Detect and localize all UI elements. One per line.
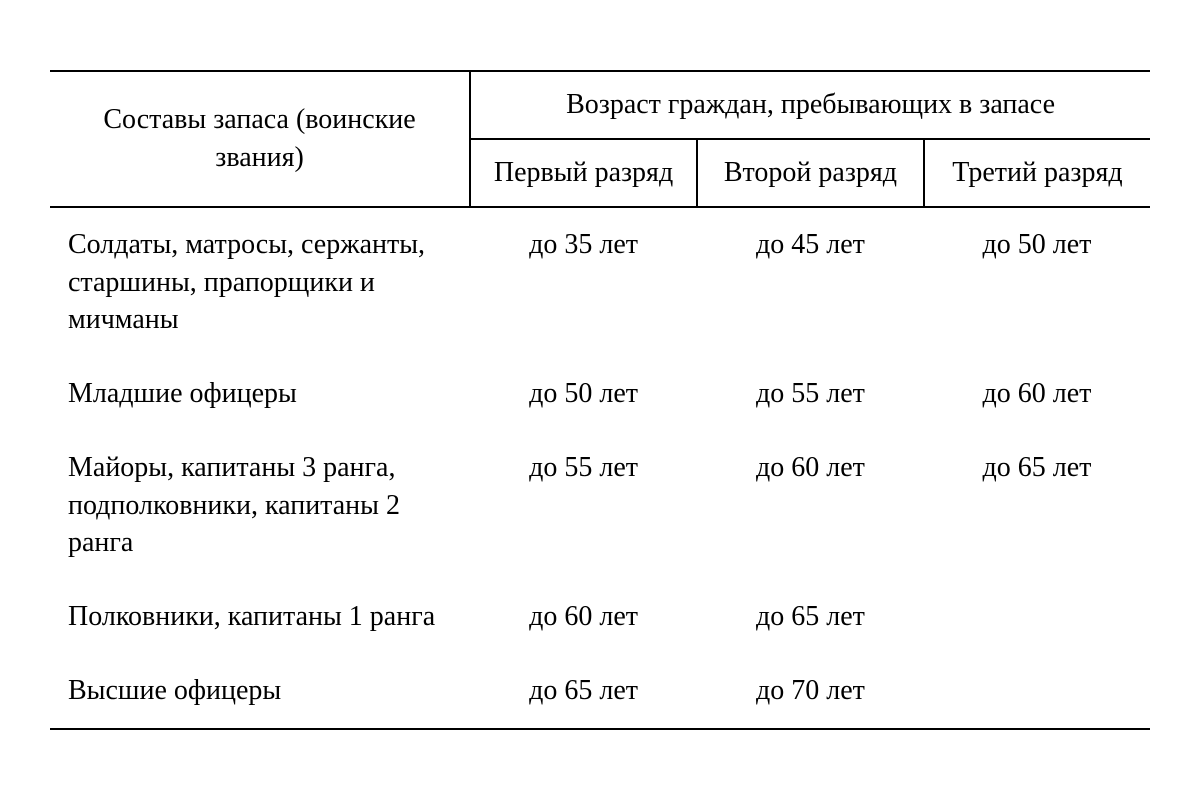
table-row: Высшие офицеры до 65 лет до 70 лет [50,654,1150,729]
header-third-category: Третий разряд [924,139,1150,207]
header-second-category: Второй разряд [697,139,924,207]
cell-second: до 60 лет [697,431,924,580]
header-first-category: Первый разряд [470,139,697,207]
reserve-age-table: Составы запаса (воинские звания) Возраст… [50,70,1150,730]
cell-third [924,654,1150,729]
table-row: Младшие офицеры до 50 лет до 55 лет до 6… [50,357,1150,431]
cell-second: до 65 лет [697,580,924,654]
cell-third [924,580,1150,654]
cell-third: до 50 лет [924,207,1150,357]
cell-second: до 55 лет [697,357,924,431]
cell-second: до 70 лет [697,654,924,729]
table-header-row-1: Составы запаса (воинские звания) Возраст… [50,71,1150,139]
cell-third: до 65 лет [924,431,1150,580]
cell-rank: Младшие офицеры [50,357,470,431]
header-age-group: Возраст граждан, пребывающих в запасе [470,71,1150,139]
header-rank-composition: Составы запаса (воинские звания) [50,71,470,207]
cell-first: до 50 лет [470,357,697,431]
table-head: Составы запаса (воинские звания) Возраст… [50,71,1150,207]
table: Составы запаса (воинские звания) Возраст… [50,70,1150,730]
cell-first: до 60 лет [470,580,697,654]
cell-rank: Высшие офицеры [50,654,470,729]
table-body: Солдаты, матросы, сержанты, старшины, пр… [50,207,1150,729]
table-row: Полковники, капитаны 1 ранга до 60 лет д… [50,580,1150,654]
table-row: Солдаты, матросы, сержанты, старшины, пр… [50,207,1150,357]
cell-first: до 65 лет [470,654,697,729]
cell-first: до 35 лет [470,207,697,357]
cell-rank: Майоры, капитаны 3 ранга, подполковники,… [50,431,470,580]
cell-rank: Полковники, капитаны 1 ранга [50,580,470,654]
cell-second: до 45 лет [697,207,924,357]
cell-rank: Солдаты, матросы, сержанты, старшины, пр… [50,207,470,357]
cell-third: до 60 лет [924,357,1150,431]
cell-first: до 55 лет [470,431,697,580]
table-row: Майоры, капитаны 3 ранга, подполковники,… [50,431,1150,580]
